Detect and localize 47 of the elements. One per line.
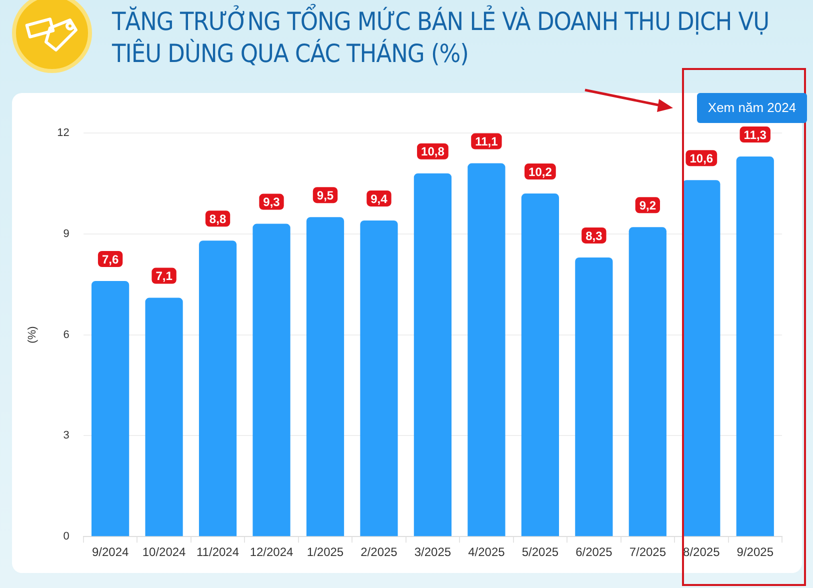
data-label: 10,2 [528, 164, 552, 179]
x-tick-label: 9/2025 [736, 545, 774, 560]
x-tick-label: 9/2024 [92, 545, 129, 560]
y-tick-label: 0 [63, 530, 70, 543]
bar [736, 156, 774, 536]
x-tick-label: 11/2024 [196, 545, 240, 560]
bar [414, 173, 452, 536]
bar [682, 180, 720, 536]
data-label: 11,1 [475, 134, 498, 149]
x-tick-label: 8/2025 [683, 545, 720, 560]
data-label: 10,8 [421, 144, 445, 159]
y-tick-label: 3 [63, 430, 70, 442]
data-label: 9,4 [370, 192, 388, 206]
y-tick-label: 6 [63, 328, 70, 341]
x-tick-label: 12/2024 [250, 545, 294, 560]
x-tick-label: 10/2024 [142, 545, 186, 560]
bar [468, 163, 506, 536]
bar [521, 194, 559, 536]
bar [360, 220, 398, 536]
x-tick-label: 3/2025 [414, 545, 452, 560]
bar [306, 217, 344, 536]
x-tick-label: 5/2025 [522, 545, 559, 560]
bar [91, 280, 130, 536]
data-label: 9,3 [263, 195, 280, 210]
data-label: 11,3 [744, 128, 767, 142]
data-label: 7,1 [156, 269, 173, 284]
x-tick-label: 4/2025 [468, 545, 506, 560]
x-tick-label: 6/2025 [576, 545, 613, 560]
text: Xem năm 2024 [697, 93, 807, 123]
y-tick-label: 9 [63, 228, 70, 240]
bar [628, 227, 666, 536]
x-tick-label: 1/2025 [306, 545, 344, 560]
x-tick-label: 7/2025 [629, 545, 666, 560]
y-tick-label: 12 [57, 127, 70, 140]
bar [198, 240, 237, 536]
data-label: 8,3 [586, 228, 603, 243]
y-axis-title: (%) [26, 326, 39, 344]
chart-title: TĂNG TRƯỞNG TỔNG MỨC BÁN LẺ VÀ DOANH THU DỊCH VỤ TIÊU DÙNG QUA CÁC THÁNG (%) [112, 6, 770, 70]
bar [145, 298, 183, 536]
x-tick-label: 2/2025 [360, 545, 398, 560]
data-label: 9,2 [639, 198, 656, 212]
data-label: 7,6 [102, 252, 119, 266]
bar [575, 257, 613, 536]
data-label: 8,8 [209, 212, 226, 226]
data-label: 10,6 [690, 151, 714, 166]
bar [252, 224, 290, 536]
data-label: 9,5 [316, 188, 334, 202]
